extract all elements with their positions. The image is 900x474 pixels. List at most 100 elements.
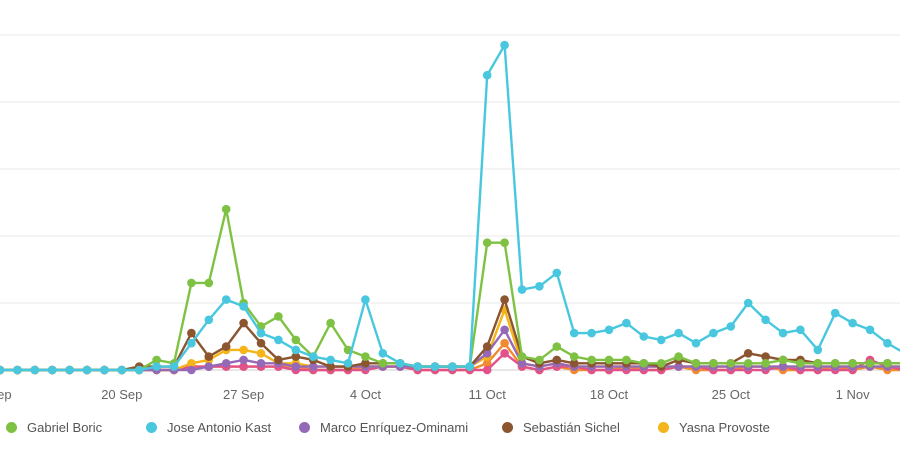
data-point[interactable] (743, 298, 753, 308)
data-point[interactable] (256, 328, 266, 338)
data-point[interactable] (291, 362, 301, 371)
data-point[interactable] (152, 362, 161, 371)
data-point[interactable] (535, 355, 544, 365)
data-point[interactable] (552, 342, 562, 351)
data-point[interactable] (796, 325, 805, 335)
data-point[interactable] (569, 328, 579, 338)
legend-item[interactable]: Gabriel Boric (6, 420, 102, 435)
data-point[interactable] (604, 355, 614, 365)
data-point[interactable] (274, 312, 283, 321)
data-point[interactable] (604, 325, 614, 335)
data-point[interactable] (134, 365, 144, 375)
data-point[interactable] (552, 268, 562, 278)
data-point[interactable] (361, 359, 370, 368)
data-point[interactable] (413, 362, 422, 371)
data-point[interactable] (326, 355, 335, 365)
data-point[interactable] (239, 362, 248, 371)
data-point[interactable] (761, 352, 770, 361)
data-point[interactable] (743, 349, 753, 358)
data-point[interactable] (500, 295, 509, 304)
data-point[interactable] (100, 365, 109, 375)
data-point[interactable] (848, 359, 857, 368)
data-point[interactable] (517, 352, 527, 361)
data-point[interactable] (430, 362, 440, 371)
data-point[interactable] (656, 335, 666, 345)
data-point[interactable] (830, 359, 840, 368)
data-point[interactable] (482, 365, 492, 375)
legend-item[interactable]: Marco Enríquez-Ominami (299, 420, 468, 435)
data-point[interactable] (482, 238, 492, 247)
data-point[interactable] (274, 335, 283, 345)
data-point[interactable] (743, 359, 753, 368)
data-point[interactable] (256, 338, 266, 348)
data-point[interactable] (883, 338, 892, 348)
data-point[interactable] (117, 365, 127, 375)
data-point[interactable] (569, 359, 579, 368)
legend-item[interactable]: Jose Antonio Kast (146, 420, 271, 435)
data-point[interactable] (187, 338, 196, 348)
data-point[interactable] (47, 365, 57, 375)
data-point[interactable] (482, 349, 492, 358)
data-point[interactable] (204, 362, 214, 371)
data-point[interactable] (622, 318, 631, 328)
data-point[interactable] (552, 355, 562, 365)
data-point[interactable] (656, 359, 666, 368)
data-point[interactable] (204, 352, 214, 361)
data-point[interactable] (622, 355, 631, 365)
data-point[interactable] (187, 359, 196, 368)
data-point[interactable] (482, 359, 492, 368)
data-point[interactable] (169, 362, 179, 371)
data-point[interactable] (674, 328, 683, 338)
data-point[interactable] (500, 238, 509, 247)
data-point[interactable] (82, 365, 92, 375)
data-point[interactable] (343, 359, 353, 368)
data-point[interactable] (187, 365, 196, 375)
data-point[interactable] (500, 40, 509, 50)
data-point[interactable] (709, 359, 718, 368)
data-point[interactable] (761, 315, 770, 325)
data-point[interactable] (291, 345, 301, 355)
data-point[interactable] (361, 295, 370, 304)
data-point[interactable] (291, 335, 301, 345)
data-point[interactable] (813, 345, 823, 355)
data-point[interactable] (813, 359, 823, 368)
data-point[interactable] (865, 359, 875, 368)
data-point[interactable] (761, 359, 770, 368)
data-point[interactable] (674, 362, 683, 371)
data-point[interactable] (448, 362, 457, 371)
data-point[interactable] (482, 342, 492, 351)
data-point[interactable] (13, 365, 22, 375)
data-point[interactable] (726, 359, 736, 368)
data-point[interactable] (326, 318, 335, 328)
data-point[interactable] (500, 338, 509, 348)
data-point[interactable] (691, 338, 701, 348)
data-point[interactable] (778, 328, 788, 338)
data-point[interactable] (726, 322, 736, 331)
data-point[interactable] (517, 359, 527, 368)
data-point[interactable] (865, 325, 875, 335)
data-point[interactable] (65, 365, 74, 375)
data-point[interactable] (500, 349, 509, 358)
data-point[interactable] (830, 308, 840, 318)
data-point[interactable] (0, 365, 5, 375)
data-point[interactable] (221, 204, 231, 214)
data-point[interactable] (639, 359, 649, 368)
data-point[interactable] (308, 352, 318, 361)
data-point[interactable] (674, 352, 683, 361)
data-point[interactable] (239, 318, 248, 328)
data-point[interactable] (30, 365, 40, 375)
data-point[interactable] (187, 328, 196, 338)
data-point[interactable] (256, 349, 266, 358)
data-point[interactable] (187, 278, 196, 288)
data-point[interactable] (378, 349, 388, 358)
data-point[interactable] (517, 285, 527, 294)
data-point[interactable] (239, 345, 248, 355)
data-point[interactable] (639, 332, 649, 341)
data-point[interactable] (152, 355, 161, 365)
data-point[interactable] (587, 355, 596, 365)
data-point[interactable] (883, 359, 892, 368)
data-point[interactable] (326, 362, 335, 371)
data-point[interactable] (308, 362, 318, 371)
data-point[interactable] (778, 355, 788, 365)
data-point[interactable] (482, 70, 492, 80)
